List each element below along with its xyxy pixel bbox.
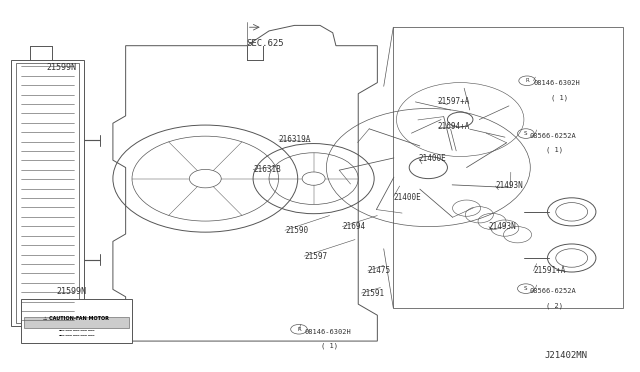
Text: 21591: 21591: [362, 289, 385, 298]
Text: 08146-6302H: 08146-6302H: [304, 329, 351, 335]
Text: ( 1): ( 1): [321, 342, 339, 349]
Bar: [20, 299, 132, 343]
Text: 21493N: 21493N: [495, 182, 523, 190]
Text: ( 1): ( 1): [546, 147, 563, 153]
Bar: [11, 61, 84, 326]
Text: 21694: 21694: [342, 222, 365, 231]
Text: ( 1): ( 1): [550, 94, 568, 101]
Text: 21591+A: 21591+A: [534, 266, 566, 275]
Text: R: R: [525, 78, 529, 83]
Text: S: S: [524, 131, 527, 136]
Text: S: S: [524, 286, 527, 291]
Text: 21597+A: 21597+A: [438, 97, 470, 106]
Text: 21400E: 21400E: [394, 193, 421, 202]
Text: 08146-6302H: 08146-6302H: [534, 80, 580, 86]
Text: 21599N: 21599N: [56, 287, 86, 296]
Text: 21475: 21475: [368, 266, 391, 275]
Text: 216319A: 216319A: [278, 135, 311, 144]
Text: 21597: 21597: [304, 251, 327, 261]
Text: 08566-6252A: 08566-6252A: [529, 288, 576, 294]
Text: ( 2): ( 2): [546, 302, 563, 308]
Text: 21631B: 21631B: [253, 165, 281, 174]
Text: J21402MN: J21402MN: [545, 351, 588, 360]
Text: 21400E: 21400E: [419, 154, 447, 163]
Text: 21694+A: 21694+A: [438, 122, 470, 131]
Text: 21590: 21590: [285, 226, 308, 235]
Text: ⚠ CAUTION-FAN MOTOR: ⚠ CAUTION-FAN MOTOR: [44, 317, 109, 321]
Text: 21493N: 21493N: [489, 222, 516, 231]
Text: R: R: [297, 327, 301, 332]
Text: ─── ─── ─── ─── ───
─── ─── ─── ─── ───: ─── ─── ─── ─── ─── ─── ─── ─── ─── ───: [58, 329, 95, 338]
Bar: [24, 317, 129, 328]
Text: 21599N: 21599N: [47, 63, 77, 72]
Bar: [16, 63, 79, 323]
Text: 08566-6252A: 08566-6252A: [529, 133, 576, 139]
Text: SEC.625: SEC.625: [246, 39, 284, 48]
